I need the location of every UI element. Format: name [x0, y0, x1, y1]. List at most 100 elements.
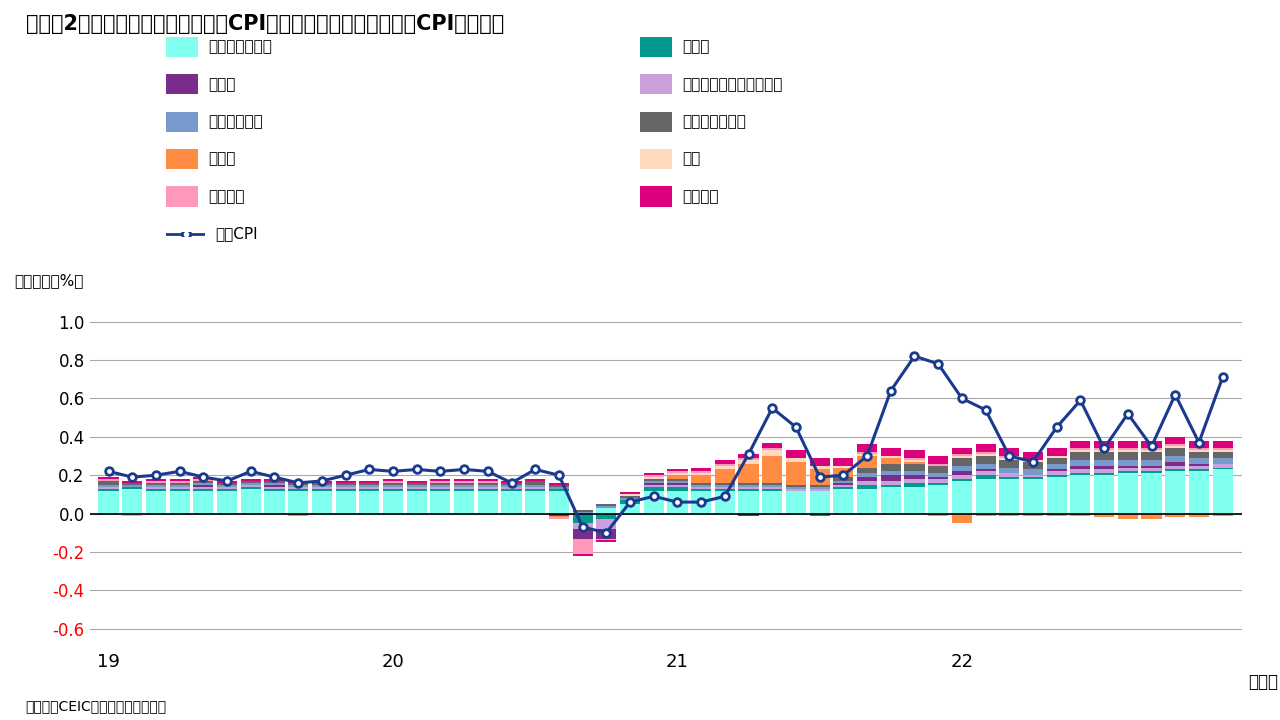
Bar	[667, 490, 687, 513]
Bar	[1117, 460, 1138, 466]
Bar	[1023, 462, 1043, 469]
Bar	[1165, 469, 1185, 472]
Bar	[714, 490, 735, 513]
Bar	[786, 489, 806, 490]
Bar	[335, 489, 356, 490]
Bar	[1000, 460, 1019, 467]
Bar	[1142, 466, 1162, 467]
Bar	[1189, 450, 1210, 452]
Bar	[1094, 473, 1114, 475]
Bar	[335, 483, 356, 485]
Bar	[1117, 467, 1138, 472]
Bar	[667, 472, 687, 473]
Bar	[881, 458, 901, 464]
Bar	[1117, 466, 1138, 467]
Bar	[1142, 472, 1162, 473]
Bar	[193, 487, 214, 489]
Bar	[620, 492, 640, 495]
Bar	[193, 479, 214, 481]
Bar	[952, 472, 972, 475]
Bar	[454, 485, 474, 487]
Bar	[858, 452, 877, 454]
Bar	[430, 489, 451, 490]
Bar	[218, 487, 237, 489]
Bar	[1047, 449, 1066, 456]
Bar	[1189, 466, 1210, 469]
Bar	[644, 483, 664, 485]
Bar	[193, 490, 214, 513]
Bar	[714, 485, 735, 487]
Bar	[714, 460, 735, 464]
Bar	[502, 487, 522, 489]
Bar	[477, 489, 498, 490]
Bar	[1142, 449, 1162, 450]
Bar	[1047, 472, 1066, 475]
Bar	[288, 489, 308, 490]
Text: （出所）CEICよりインベスコ作成: （出所）CEICよりインベスコ作成	[26, 699, 166, 713]
Bar	[146, 485, 166, 487]
Text: （図表2）米国：前月比でみたコアCPI（食品・エネルギーを除くCPI）上昇率: （図表2）米国：前月比でみたコアCPI（食品・エネルギーを除くCPI）上昇率	[26, 14, 504, 35]
Bar	[1117, 441, 1138, 449]
Bar	[833, 483, 854, 485]
Bar	[833, 489, 854, 513]
Bar	[193, 485, 214, 487]
Bar	[407, 487, 426, 489]
Bar	[762, 485, 782, 487]
Bar	[218, 490, 237, 513]
Bar	[905, 464, 924, 472]
Bar	[858, 489, 877, 513]
Bar	[952, 475, 972, 479]
Bar	[430, 490, 451, 513]
Bar	[739, 489, 759, 490]
Bar	[218, 483, 237, 485]
Bar	[288, 513, 308, 516]
Text: コアCPI: コアCPI	[215, 227, 257, 241]
Bar	[525, 489, 545, 490]
Bar	[312, 490, 332, 513]
Bar	[335, 481, 356, 483]
Bar	[288, 490, 308, 513]
Bar	[1189, 458, 1210, 464]
Bar	[739, 490, 759, 513]
Bar	[1212, 452, 1233, 458]
Bar	[858, 473, 877, 477]
Bar	[762, 490, 782, 513]
Bar	[858, 477, 877, 481]
Bar	[265, 483, 284, 485]
Bar	[596, 541, 617, 542]
Bar	[810, 458, 829, 466]
Bar	[477, 483, 498, 485]
Bar	[881, 481, 901, 485]
Bar	[1000, 479, 1019, 513]
Bar	[691, 483, 712, 485]
Bar	[667, 483, 687, 485]
Bar	[146, 487, 166, 489]
Bar	[454, 483, 474, 485]
Bar	[858, 444, 877, 452]
Bar	[928, 483, 948, 485]
Bar	[952, 456, 972, 458]
Bar	[99, 487, 119, 489]
Bar	[858, 481, 877, 485]
Bar	[454, 489, 474, 490]
Bar	[407, 481, 426, 483]
Bar	[833, 481, 854, 483]
Bar	[146, 483, 166, 485]
Bar	[1189, 469, 1210, 472]
Bar	[881, 464, 901, 472]
Bar	[1117, 452, 1138, 460]
Bar	[360, 481, 379, 483]
Bar	[1165, 446, 1185, 449]
Bar	[265, 489, 284, 490]
Bar	[383, 483, 403, 485]
Bar	[122, 513, 142, 516]
Bar	[858, 485, 877, 489]
Bar	[360, 489, 379, 490]
Bar	[833, 467, 854, 477]
Bar	[691, 487, 712, 489]
Bar	[454, 487, 474, 489]
Bar	[620, 496, 640, 498]
Bar	[312, 481, 332, 483]
Bar	[1047, 475, 1066, 477]
Bar	[122, 481, 142, 483]
